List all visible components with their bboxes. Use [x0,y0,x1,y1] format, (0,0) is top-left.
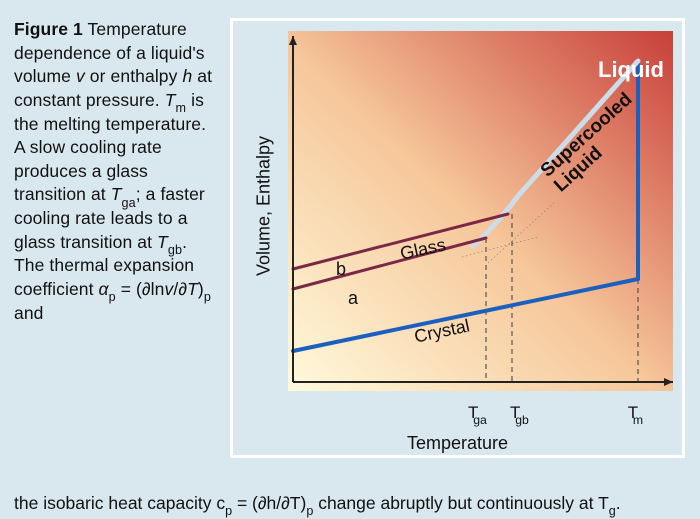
var-alpha: α [99,279,109,299]
var-T: T [290,493,301,513]
tick-tgb: Tgb [515,403,529,423]
sub-m: m [176,101,187,115]
label-a: a [348,288,358,309]
eq-text: /∂ [173,279,187,299]
eq-text: = (∂ [232,493,266,513]
figure-label: Figure 1 [14,19,83,39]
sub-ga: ga [122,196,136,210]
eq-text: ) [198,279,204,299]
var-T: T [187,279,198,299]
caption-text: or enthalpy [85,66,183,86]
var-T: T [598,493,609,513]
sub-p: p [225,504,232,518]
tick-tm: Tm [633,403,643,423]
plot-svg [288,31,673,391]
x-axis-label: Temperature [233,433,682,454]
eq-text: = (∂ln [116,279,165,299]
var-c: c [216,493,225,513]
tick-tga: Tga [473,403,487,423]
figure-container: Figure 1 Temperature dependence of a liq… [0,0,700,519]
label-b: b [336,259,346,280]
sub-gb: gb [168,243,182,257]
var-T: T [157,232,168,252]
var-h: h [267,493,277,513]
var-T: T [111,184,122,204]
caption-text: the isobaric heat capacity [14,493,216,513]
figure-caption: Figure 1 Temperature dependence of a liq… [14,18,214,325]
plot-area: Liquid Supercooled Liquid Glass Crystal … [288,31,673,391]
sub-p: p [109,290,116,304]
var-h: h [182,66,192,86]
sub-p: p [306,504,313,518]
y-axis-label: Volume, Enthalpy [254,136,275,276]
sub-p: p [204,290,211,304]
label-liquid: Liquid [598,57,664,83]
chart-panel: Volume, Enthalpy Temperature Liquid Supe… [230,18,685,458]
var-T: T [165,90,176,110]
caption-last-line: the isobaric heat capacity cp = (∂h/∂T)p… [14,492,684,516]
caption-text: . [616,493,621,513]
var-v: v [76,66,85,86]
sub-g: g [609,504,616,518]
caption-text: and [14,303,44,323]
caption-text: change abruptly but continuously at [313,493,598,513]
eq-text: /∂ [276,493,290,513]
